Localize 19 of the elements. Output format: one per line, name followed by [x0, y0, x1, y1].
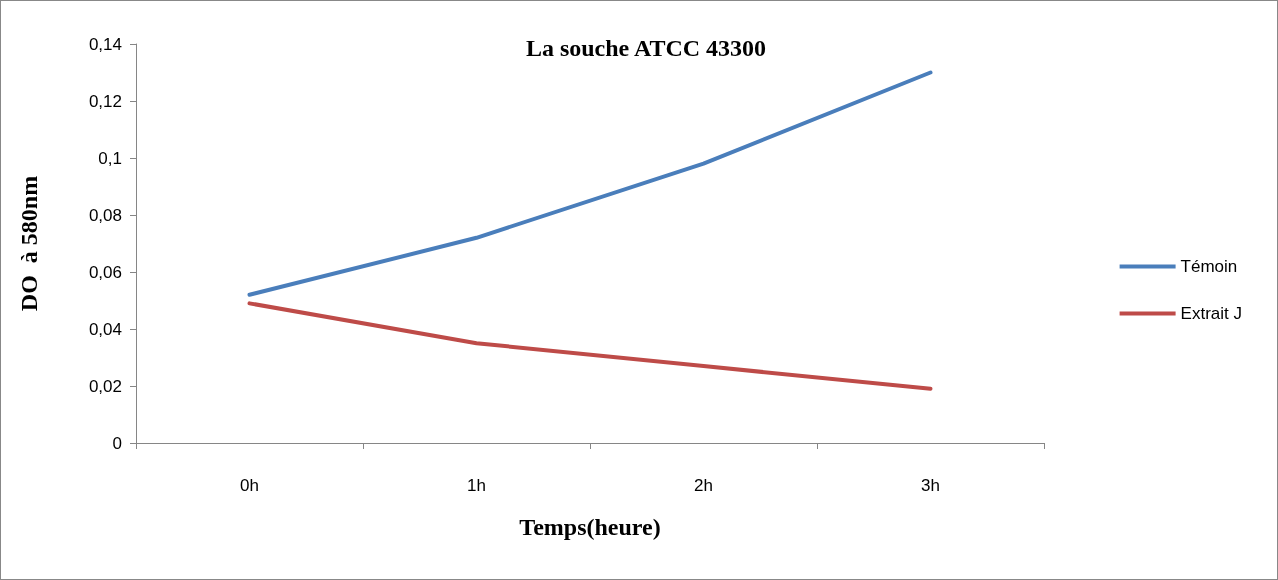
x-tick-label: 0h	[240, 476, 259, 495]
y-tick-label: 0,1	[98, 148, 122, 168]
line-series	[247, 301, 933, 391]
chart-title: La souche ATCC 43300	[525, 35, 767, 61]
y-tick-label: 0	[112, 433, 122, 453]
y-tick-label: 0,08	[88, 205, 122, 225]
y-tick-label: 0,14	[88, 34, 122, 54]
y-axis-title: DO à 580nm	[16, 175, 42, 312]
legend-label: Extrait J	[1180, 304, 1243, 323]
x-axis-title: Temps(heure)	[519, 514, 661, 540]
y-tick-label: 0,12	[88, 91, 122, 111]
legend-label: Témoin	[1180, 257, 1238, 276]
y-tick-label: 0,06	[88, 262, 122, 282]
x-tick-label: 3h	[921, 476, 940, 495]
y-tick-label: 0,04	[88, 319, 122, 339]
line-series	[247, 70, 933, 297]
y-tick-label: 0,02	[88, 376, 122, 396]
x-tick-label: 1h	[467, 476, 486, 495]
x-tick-label: 2h	[694, 476, 713, 495]
